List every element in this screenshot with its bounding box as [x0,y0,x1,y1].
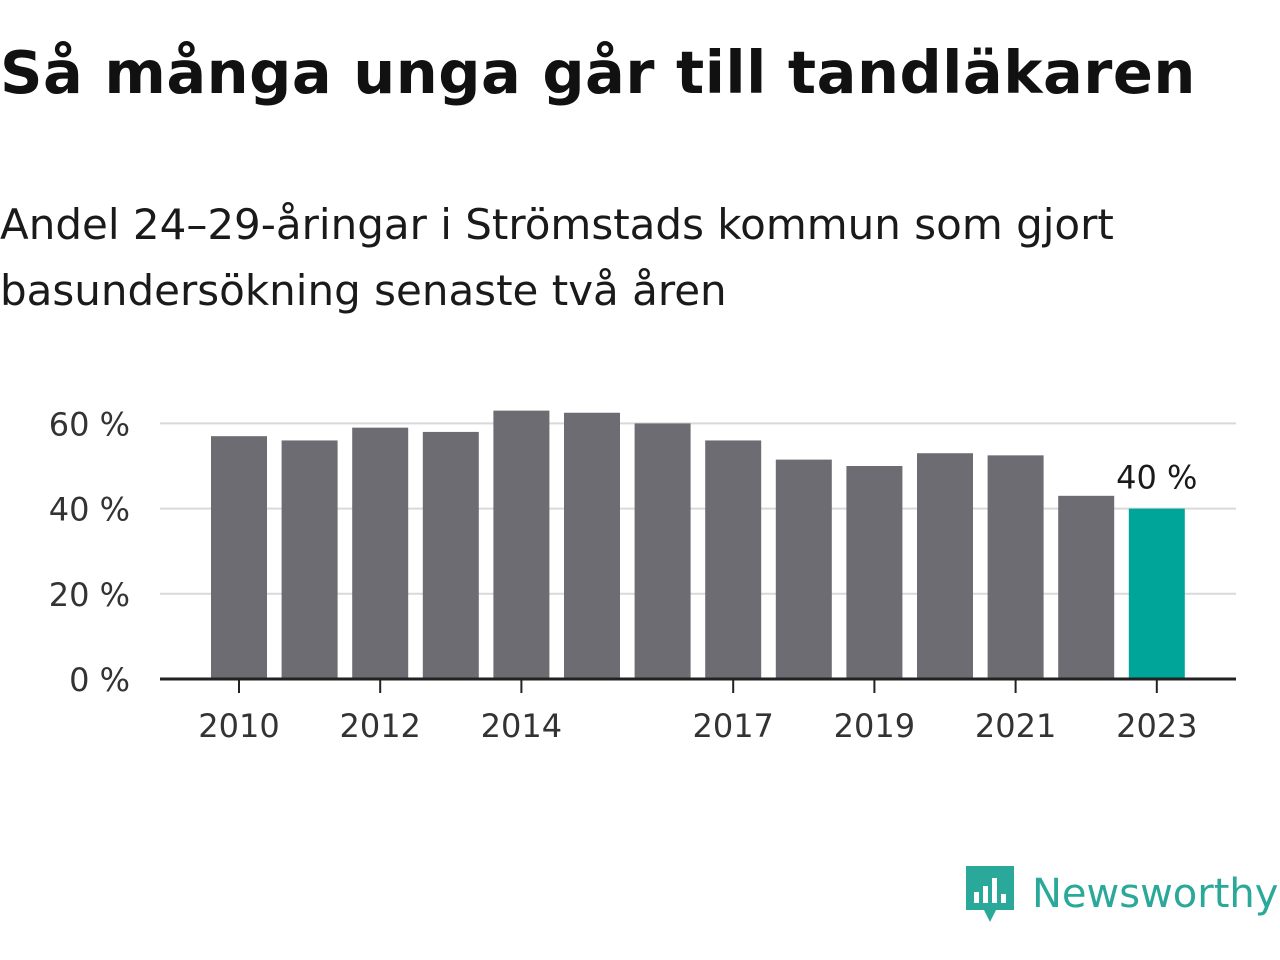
bars [211,410,1185,679]
newsworthy-logo-text: Newsworthy [1032,871,1279,917]
bar [352,427,409,679]
bar [1058,495,1115,679]
y-tick-label: 40 % [49,491,130,529]
x-tick-label: 2017 [692,707,773,745]
y-axis-labels: 0 % 20 % 40 % 60 % [49,405,130,699]
bar [281,440,338,679]
chart-subtitle: Andel 24–29-åringar i Strömstads kommun … [0,200,1114,315]
x-axis-ticks: 2010 2012 2014 2017 2019 2021 2023 [198,679,1198,745]
highlight-value-label: 40 % [1116,459,1197,497]
x-tick-label: 2019 [834,707,915,745]
x-tick-label: 2012 [339,707,420,745]
chart-title: Så många unga går till tandläkaren [0,38,1196,107]
y-tick-label: 60 % [49,405,130,443]
bar [775,459,832,679]
bar [634,423,691,679]
x-tick-label: 2023 [1116,707,1197,745]
grid-lines [160,422,1236,595]
x-tick-label: 2021 [975,707,1056,745]
x-tick-label: 2014 [481,707,562,745]
bar [493,410,550,679]
bar [987,455,1044,679]
bar [917,453,973,679]
bar [211,436,267,679]
bar [1128,508,1185,679]
bar [846,466,903,679]
newsworthy-logo-icon [966,866,1014,922]
bar [564,412,620,679]
y-tick-label: 0 % [69,661,130,699]
newsworthy-logo: Newsworthy [964,864,1278,924]
x-tick-label: 2010 [198,707,279,745]
y-tick-label: 20 % [49,576,130,614]
bar [422,431,479,679]
bar-chart: 0 % 20 % 40 % 60 % 2010 2012 2014 2017 2019 2021… [49,405,1236,745]
bar [705,440,762,679]
